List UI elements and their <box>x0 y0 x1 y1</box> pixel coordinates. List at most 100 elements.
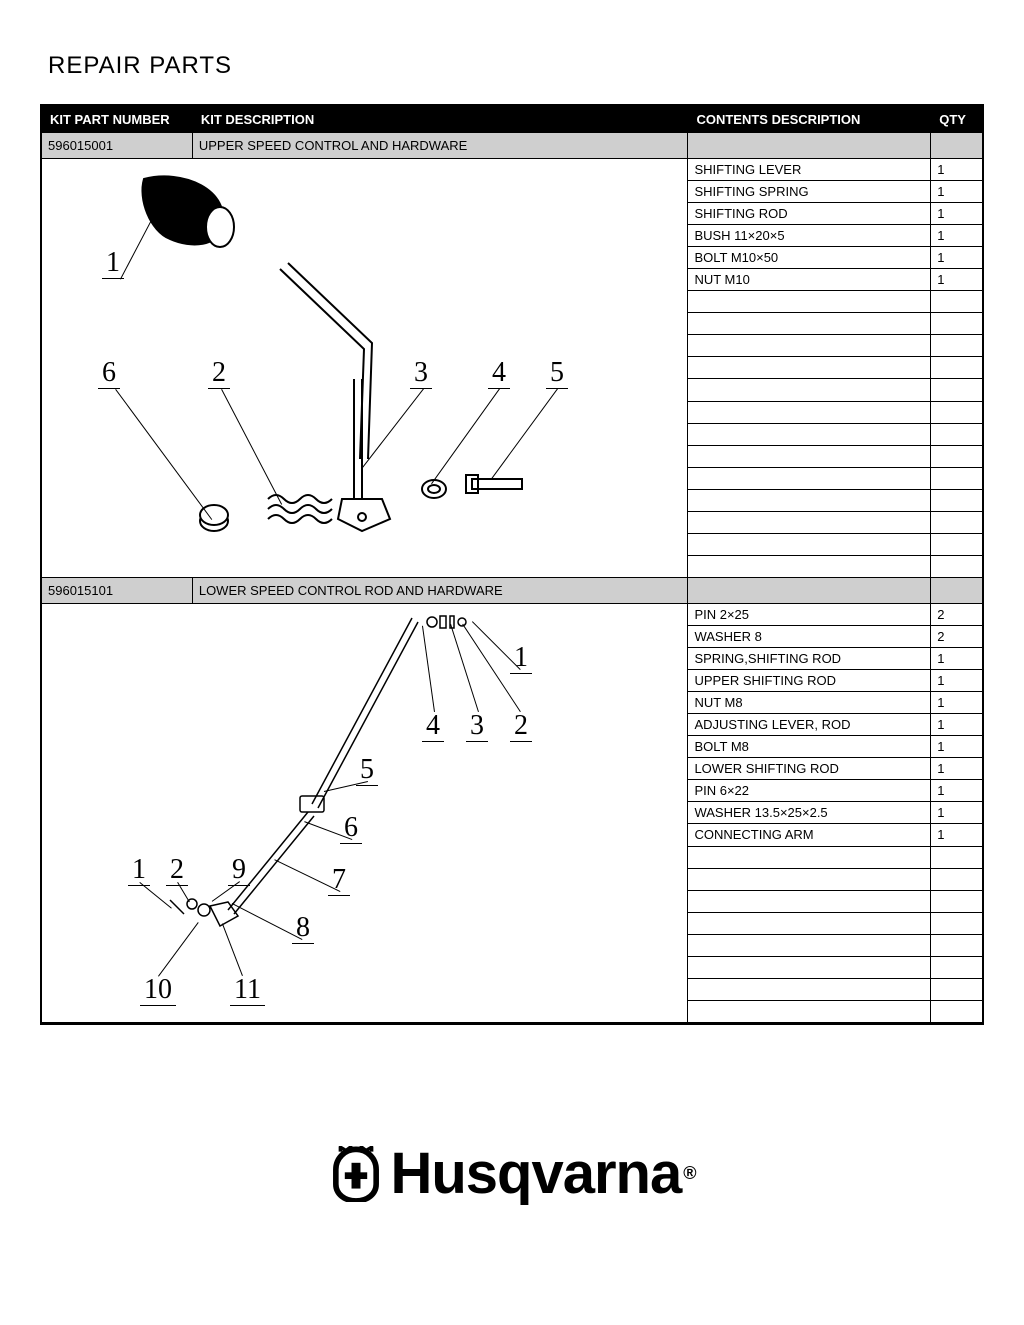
diagram-callout: 1 <box>102 249 124 279</box>
parts-table-container: KIT PART NUMBER KIT DESCRIPTION CONTENTS… <box>40 104 984 1025</box>
contents-description: SHIFTING LEVER <box>688 159 931 181</box>
contents-qty <box>931 335 982 357</box>
contents-description: UPPER SHIFTING ROD <box>688 670 931 692</box>
contents-qty: 1 <box>931 692 982 714</box>
table-row: 162345SHIFTING LEVER1 <box>42 159 982 181</box>
contents-qty: 1 <box>931 736 982 758</box>
kit-description: UPPER SPEED CONTROL AND HARDWARE <box>192 133 688 159</box>
kit-contents-blank <box>688 578 931 604</box>
contents-description: BOLT M10×50 <box>688 247 931 269</box>
registered-mark: ® <box>683 1163 695 1184</box>
contents-description: SPRING,SHIFTING ROD <box>688 648 931 670</box>
kit-contents-blank <box>688 133 931 159</box>
contents-qty <box>931 912 982 934</box>
diagram-callout: 9 <box>228 856 250 886</box>
contents-qty <box>931 401 982 423</box>
page-title: REPAIR PARTS <box>48 52 232 80</box>
contents-description: SHIFTING SPRING <box>688 181 931 203</box>
diagram-callout: 11 <box>230 976 265 1006</box>
contents-description: PIN 6×22 <box>688 780 931 802</box>
contents-qty: 1 <box>931 159 982 181</box>
contents-description <box>688 511 931 533</box>
contents-description <box>688 467 931 489</box>
contents-description <box>688 445 931 467</box>
contents-qty: 1 <box>931 203 982 225</box>
kit-header-row: 596015001UPPER SPEED CONTROL AND HARDWAR… <box>42 133 982 159</box>
col-kit-description: KIT DESCRIPTION <box>192 106 688 133</box>
diagram-callout: 3 <box>466 712 488 742</box>
contents-qty <box>931 978 982 1000</box>
contents-description <box>688 423 931 445</box>
contents-qty <box>931 956 982 978</box>
col-contents-description: CONTENTS DESCRIPTION <box>688 106 931 133</box>
contents-qty <box>931 489 982 511</box>
contents-qty: 1 <box>931 269 982 291</box>
kit-qty-blank <box>931 578 982 604</box>
col-qty: QTY <box>931 106 982 133</box>
diagram-callout: 2 <box>510 712 532 742</box>
diagram-callout: 4 <box>488 359 510 389</box>
diagram-callout: 2 <box>166 856 188 886</box>
contents-description <box>688 313 931 335</box>
kit-qty-blank <box>931 133 982 159</box>
contents-qty: 1 <box>931 247 982 269</box>
kit-part-number: 596015001 <box>42 133 192 159</box>
contents-description <box>688 912 931 934</box>
brand-name: Husqvarna <box>390 1140 681 1207</box>
contents-qty: 2 <box>931 604 982 626</box>
contents-qty: 1 <box>931 225 982 247</box>
contents-description: NUT M8 <box>688 692 931 714</box>
contents-qty: 1 <box>931 670 982 692</box>
contents-description <box>688 357 931 379</box>
brand-logo: Husqvarna® <box>0 1140 1024 1207</box>
diagram-callout: 6 <box>340 814 362 844</box>
contents-description <box>688 401 931 423</box>
contents-description: NUT M10 <box>688 269 931 291</box>
contents-qty: 2 <box>931 626 982 648</box>
kit-header-row: 596015101LOWER SPEED CONTROL ROD AND HAR… <box>42 578 982 604</box>
col-part-number: KIT PART NUMBER <box>42 106 192 133</box>
contents-description: LOWER SHIFTING ROD <box>688 758 931 780</box>
contents-qty <box>931 379 982 401</box>
contents-qty: 1 <box>931 780 982 802</box>
diagram-callout: 1 <box>128 856 150 886</box>
contents-description <box>688 846 931 868</box>
contents-description: BOLT M8 <box>688 736 931 758</box>
contents-description: SHIFTING ROD <box>688 203 931 225</box>
diagram-callout: 5 <box>356 756 378 786</box>
table-header-row: KIT PART NUMBER KIT DESCRIPTION CONTENTS… <box>42 106 982 133</box>
contents-description <box>688 934 931 956</box>
contents-qty <box>931 890 982 912</box>
contents-description <box>688 379 931 401</box>
contents-description <box>688 1000 931 1022</box>
contents-qty <box>931 291 982 313</box>
exploded-diagram: 162345 <box>42 159 688 578</box>
contents-qty <box>931 846 982 868</box>
contents-description: WASHER 13.5×25×2.5 <box>688 802 931 824</box>
contents-description <box>688 533 931 555</box>
parts-table: KIT PART NUMBER KIT DESCRIPTION CONTENTS… <box>42 106 982 1023</box>
contents-description: PIN 2×25 <box>688 604 931 626</box>
contents-qty: 1 <box>931 758 982 780</box>
diagram-callout: 2 <box>208 359 230 389</box>
diagram-callout: 1 <box>510 644 532 674</box>
contents-description <box>688 489 931 511</box>
table-row: 143256781291011PIN 2×252 <box>42 604 982 626</box>
contents-description: ADJUSTING LEVER, ROD <box>688 714 931 736</box>
kit-description: LOWER SPEED CONTROL ROD AND HARDWARE <box>192 578 688 604</box>
contents-qty <box>931 423 982 445</box>
contents-qty <box>931 1000 982 1022</box>
contents-description <box>688 555 931 577</box>
contents-qty <box>931 445 982 467</box>
contents-description: WASHER 8 <box>688 626 931 648</box>
contents-description <box>688 868 931 890</box>
contents-description <box>688 978 931 1000</box>
diagram-callout: 6 <box>98 359 120 389</box>
contents-qty <box>931 934 982 956</box>
contents-qty <box>931 868 982 890</box>
diagram-callout: 4 <box>422 712 444 742</box>
contents-description <box>688 890 931 912</box>
contents-qty <box>931 467 982 489</box>
contents-qty: 1 <box>931 181 982 203</box>
contents-qty: 1 <box>931 648 982 670</box>
